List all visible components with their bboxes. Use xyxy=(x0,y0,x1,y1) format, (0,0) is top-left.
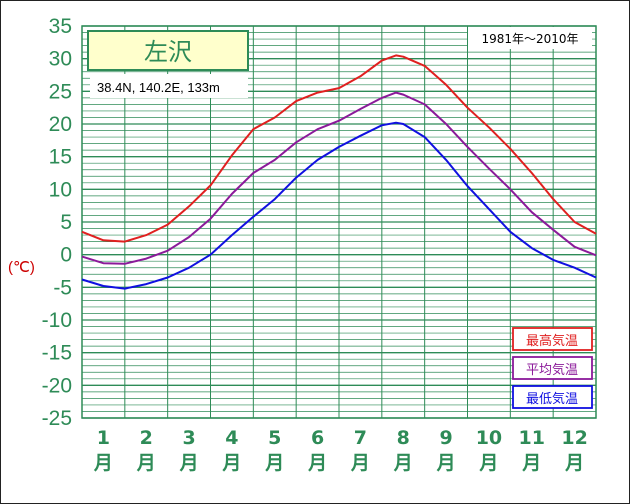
y-tick-label: 15 xyxy=(49,146,72,169)
period-label: 1981年〜2010年 xyxy=(481,32,578,46)
x-tick-suffix: 月 xyxy=(264,452,284,474)
x-tick-number: 10 xyxy=(476,427,502,449)
x-tick-suffix: 月 xyxy=(393,452,413,474)
legend-entry: 最低気温 xyxy=(512,385,593,409)
y-tick-label: 10 xyxy=(49,178,72,201)
y-tick-label: 20 xyxy=(49,113,72,136)
x-tick-suffix: 月 xyxy=(436,452,456,474)
x-tick-label: 8月 xyxy=(393,427,413,474)
series-line-3 xyxy=(81,121,597,290)
x-tick-number: 12 xyxy=(561,427,587,449)
legend-entry: 最高気温 xyxy=(512,327,593,351)
x-tick-number: 6 xyxy=(311,427,324,449)
y-tick-label: 30 xyxy=(49,48,72,71)
legend-box xyxy=(512,327,593,351)
x-tick-suffix: 月 xyxy=(564,452,584,474)
x-tick-label: 4月 xyxy=(221,427,241,474)
x-tick-label: 1月 xyxy=(93,427,113,474)
legend-label: 最低気温 xyxy=(526,391,578,407)
x-tick-suffix: 月 xyxy=(478,452,498,474)
y-tick-label: -20 xyxy=(42,374,72,397)
y-tick-label: 35 xyxy=(49,15,72,38)
y-axis-ticks: 35 30 25 20 15 10 5 0 -5 -10 -15 -20 -25 xyxy=(42,15,72,430)
series-lines xyxy=(81,54,597,290)
x-tick-label: 12 月 xyxy=(561,427,587,474)
x-tick-label: 7月 xyxy=(350,427,370,474)
title-box xyxy=(87,30,249,71)
x-tick-number: 5 xyxy=(268,427,281,449)
y-axis-unit: (℃) xyxy=(8,259,35,276)
x-tick-number: 1 xyxy=(97,427,110,449)
station-coords: 38.4N, 140.2E, 133m xyxy=(97,80,220,95)
x-tick-label: 10 月 xyxy=(476,427,502,474)
legend-label: 最高気温 xyxy=(526,333,578,349)
y-tick-label: -15 xyxy=(42,342,72,365)
x-tick-number: 8 xyxy=(397,427,410,449)
x-tick-number: 9 xyxy=(439,427,452,449)
x-tick-label: 9月 xyxy=(436,427,456,474)
period-box xyxy=(468,27,592,49)
x-tick-number: 11 xyxy=(519,427,545,449)
x-tick-number: 2 xyxy=(140,427,153,449)
x-tick-label: 11 月 xyxy=(519,427,545,474)
x-tick-suffix: 月 xyxy=(350,452,370,474)
legend-box xyxy=(512,356,593,380)
x-tick-label: 6月 xyxy=(307,427,327,474)
legend-box xyxy=(512,385,593,409)
y-tick-label: -5 xyxy=(53,276,72,299)
x-tick-label: 5月 xyxy=(264,427,284,474)
x-tick-suffix: 月 xyxy=(179,452,199,474)
x-tick-label: 3月 xyxy=(179,427,199,474)
x-tick-suffix: 月 xyxy=(93,452,113,474)
legend-entry: 平均気温 xyxy=(512,356,593,380)
x-tick-number: 4 xyxy=(225,427,238,449)
x-tick-number: 3 xyxy=(182,427,195,449)
y-tick-label: 5 xyxy=(60,211,72,234)
y-tick-label: 25 xyxy=(49,80,72,103)
x-tick-suffix: 月 xyxy=(521,452,541,474)
coords-box xyxy=(90,74,248,98)
y-tick-label: 0 xyxy=(60,244,72,267)
x-tick-suffix: 月 xyxy=(221,452,241,474)
x-tick-number: 7 xyxy=(354,427,367,449)
x-tick-suffix: 月 xyxy=(307,452,327,474)
y-tick-label: -25 xyxy=(42,407,72,430)
chart-title: 左沢 xyxy=(144,38,192,66)
legend-label: 平均気温 xyxy=(526,362,578,378)
x-tick-suffix: 月 xyxy=(136,452,156,474)
x-tick-label: 2月 xyxy=(136,427,156,474)
series-line-1 xyxy=(81,54,597,243)
series-line-2 xyxy=(81,91,597,265)
y-tick-label: -10 xyxy=(42,309,72,332)
